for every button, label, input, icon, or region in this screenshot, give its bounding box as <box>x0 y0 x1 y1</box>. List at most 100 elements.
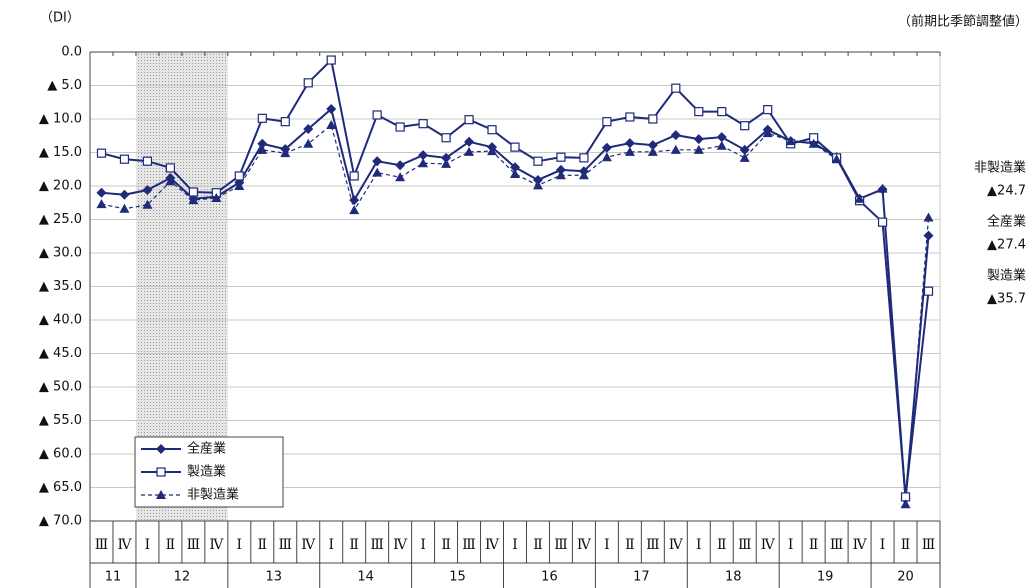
point <box>854 193 865 203</box>
x-tick-label: Ⅳ <box>761 537 776 553</box>
point <box>578 170 589 180</box>
legend-label: 非製造業 <box>187 487 239 503</box>
legend-marker <box>156 490 166 499</box>
y-tick-label: ▲ 10.0 <box>39 112 82 127</box>
year-label: 11 <box>105 570 122 585</box>
point <box>877 183 888 193</box>
point <box>119 189 130 200</box>
x-tick-label: Ⅳ <box>577 537 592 553</box>
y-tick-label: ▲ 45.0 <box>39 346 82 361</box>
point <box>601 152 612 162</box>
point <box>785 136 796 146</box>
point <box>395 172 406 182</box>
point <box>441 133 451 143</box>
legend-marker <box>156 467 166 477</box>
point <box>372 156 383 167</box>
point <box>510 142 520 152</box>
point <box>395 160 406 171</box>
y-tick-label: ▲ 5.0 <box>47 78 82 93</box>
y-tick-label: ▲ 60.0 <box>39 447 82 462</box>
year-label: 16 <box>541 570 558 585</box>
x-tick-label: Ⅰ <box>145 537 151 553</box>
point <box>303 138 314 148</box>
year-label: 20 <box>897 570 914 585</box>
legend-label: 全産業 <box>187 441 226 457</box>
y-tick-label: ▲ 30.0 <box>39 246 82 261</box>
point <box>418 158 429 168</box>
point <box>740 121 750 131</box>
point <box>648 114 658 124</box>
year-label: 17 <box>633 570 650 585</box>
x-tick-label: Ⅳ <box>485 537 500 553</box>
year-label: 19 <box>817 570 834 585</box>
point <box>510 168 520 178</box>
x-tick-label: Ⅰ <box>420 537 426 553</box>
point <box>739 144 750 155</box>
point <box>716 132 727 143</box>
x-tick-label: Ⅱ <box>349 537 359 553</box>
y-tick-label: ▲ 20.0 <box>39 179 82 194</box>
point <box>165 163 176 173</box>
y-tick-label: ▲ 70.0 <box>39 514 82 529</box>
point <box>303 124 314 135</box>
x-tick-label: Ⅱ <box>809 537 819 553</box>
point <box>693 134 704 145</box>
point <box>670 130 681 141</box>
y-tick-label: ▲ 25.0 <box>39 212 82 227</box>
point <box>96 148 107 158</box>
x-tick-label: Ⅳ <box>393 537 408 553</box>
point <box>555 170 566 180</box>
x-tick-label: Ⅱ <box>166 537 176 553</box>
point <box>532 180 543 190</box>
point <box>739 152 750 162</box>
x-tick-label: Ⅰ <box>788 537 794 553</box>
point <box>647 140 658 151</box>
point <box>418 119 428 129</box>
point <box>625 112 635 122</box>
x-tick-label: Ⅳ <box>117 537 132 553</box>
x-tick-label: Ⅱ <box>258 537 268 553</box>
x-tick-label: Ⅳ <box>669 537 684 553</box>
annotation-value: ▲24.7 <box>987 184 1026 199</box>
x-tick-label: Ⅰ <box>237 537 243 553</box>
x-tick-label: Ⅲ <box>95 537 109 553</box>
point <box>694 107 704 117</box>
x-tick-label: Ⅱ <box>441 537 451 553</box>
point <box>441 152 452 163</box>
point <box>923 286 934 296</box>
x-tick-label: Ⅳ <box>209 537 224 553</box>
point <box>532 174 543 185</box>
x-tick-label: Ⅱ <box>717 537 727 553</box>
point <box>693 144 704 154</box>
x-tick-label: Ⅳ <box>853 537 868 553</box>
point <box>395 122 405 132</box>
point <box>326 103 337 114</box>
point <box>234 171 244 181</box>
point <box>188 187 198 197</box>
point <box>96 199 107 209</box>
point <box>671 83 681 93</box>
point <box>923 212 934 222</box>
point <box>762 128 773 138</box>
annotation-name: 製造業 <box>987 268 1026 284</box>
x-tick-label: Ⅲ <box>462 537 476 553</box>
point <box>326 55 336 65</box>
point <box>303 78 313 88</box>
year-label: 12 <box>174 570 191 585</box>
point <box>923 230 934 241</box>
point <box>234 181 245 190</box>
x-tick-label: Ⅲ <box>279 537 293 553</box>
point <box>257 144 268 154</box>
annotation-name: 非製造業 <box>974 160 1026 176</box>
point <box>119 203 130 213</box>
point <box>372 110 382 120</box>
year-label: 14 <box>357 570 374 585</box>
point <box>96 187 107 198</box>
point <box>464 136 475 147</box>
point <box>165 176 176 186</box>
point <box>257 138 268 149</box>
y-tick-label: ▲ 55.0 <box>39 413 82 428</box>
point <box>188 195 199 205</box>
x-tick-label: Ⅰ <box>696 537 702 553</box>
